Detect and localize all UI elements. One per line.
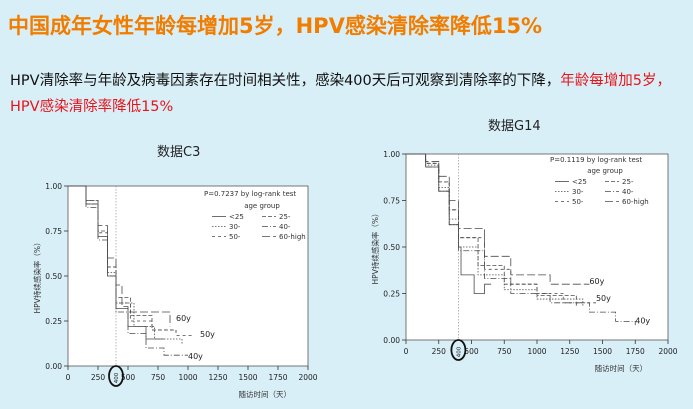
chart-c3-x-axis-label: 随访时间（天）	[239, 389, 292, 399]
chart-c3-y-tick-label: 0.00	[45, 362, 62, 371]
chart-g14-end-label: 40y	[635, 316, 650, 325]
chart-c3-end-label: 40y	[188, 352, 203, 361]
chart-g14-title: 数据G14	[488, 119, 541, 134]
slide-title: 中国成年女性年龄每增加5岁，HPV感染清除率降低15%	[8, 14, 543, 38]
chart-g14-svg: 数据G14 0.00 0.25 0.50 0.75 1.00 0 250 500 750 1000 1…	[370, 119, 678, 373]
chart-c3-legend-entry: <25	[229, 213, 244, 221]
chart-g14-legend-title: age group	[587, 167, 623, 175]
chart-c3-end-label: 60y	[176, 314, 191, 323]
chart-g14-y-tick-label: 0.75	[383, 197, 400, 206]
chart-c3: 数据C3 0.00 0.25 0.50 0.75 1.00 0 250 500 750 1000 12…	[12, 138, 332, 405]
chart-g14-x-tick-label: 2000	[658, 347, 677, 356]
chart-g14-y-tick-label: 0.50	[383, 243, 400, 252]
chart-g14-y-tick-label: 0.00	[383, 336, 400, 345]
chart-c3-x-tick-label: 1500	[238, 373, 257, 382]
chart-c3-legend-title: age group	[244, 202, 280, 210]
chart-c3-marker-label: 400	[114, 372, 120, 383]
chart-g14-x-tick-label: 0	[404, 347, 409, 356]
chart-g14-marker-circle	[450, 339, 467, 361]
chart-c3-plot-area	[67, 185, 309, 367]
chart-g14-series-5	[406, 153, 590, 285]
chart-g14-x-tick-label: 500	[464, 347, 479, 356]
chart-g14-legend-entry: <25	[572, 178, 587, 186]
chart-c3-legend-entry: 50-	[229, 233, 241, 241]
chart-g14-y-tick-label: 0.25	[383, 290, 400, 299]
chart-g14-x-tick-label: 250	[432, 347, 447, 356]
chart-g14-annotation: P=0.1119 by log-rank test	[550, 156, 642, 164]
chart-c3-marker-circle	[108, 365, 124, 387]
chart-g14-y-axis-label: HPV持续感染率（%）	[370, 210, 380, 285]
chart-c3-annotation: P=0.7237 by log-rank test	[204, 190, 296, 198]
chart-c3-x-tick-label: 250	[91, 373, 106, 382]
chart-c3-y-tick-label: 0.75	[45, 227, 62, 236]
chart-c3-series-2	[68, 185, 183, 345]
chart-g14-legend-entry: 50-	[572, 198, 584, 206]
chart-c3-legend-entry: 40-	[279, 223, 291, 231]
chart-g14-series-3	[406, 153, 636, 326]
chart-g14-marker-label: 400	[456, 346, 462, 357]
chart-g14-legend-entry: 40-	[622, 188, 634, 196]
chart-c3-x-tick-label: 1750	[268, 373, 287, 382]
chart-g14-y-tick-label: 1.00	[383, 150, 400, 159]
description-highlight: 年龄每增加5岁，HPV感染清除率降低15%	[10, 73, 671, 115]
chart-c3-y-axis-label: HPV持续感染率（%）	[32, 239, 42, 314]
chart-g14-x-axis-label: 随访时间（天）	[595, 363, 648, 373]
chart-c3-x-tick-label: 750	[151, 373, 166, 382]
chart-g14-end-label: 60y	[589, 277, 604, 286]
chart-c3-series-5	[68, 185, 171, 327]
chart-g14-end-label: 50y	[596, 294, 611, 303]
chart-g14-x-tick-label: 1500	[593, 347, 612, 356]
chart-c3-end-label: 50y	[200, 330, 215, 339]
chart-g14: 数据G14 0.00 0.25 0.50 0.75 1.00 0 250 500 750 1000 1…	[350, 112, 690, 405]
chart-g14-x-tick-label: 1250	[560, 347, 579, 356]
chart-c3-legend-entry: 25-	[279, 213, 291, 221]
chart-g14-x-tick-label: 1000	[527, 347, 546, 356]
chart-c3-y-tick-label: 1.00	[45, 182, 62, 191]
chart-c3-legend-entry: 30-	[229, 223, 241, 231]
chart-c3-x-tick-label: 0	[66, 373, 71, 382]
chart-c3-y-tick-label: 0.50	[45, 272, 62, 281]
chart-c3-y-tick-label: 0.25	[45, 317, 62, 326]
chart-g14-legend-entry: 25-	[622, 178, 634, 186]
chart-c3-x-tick-label: 1250	[208, 373, 227, 382]
chart-c3-title: 数据C3	[157, 145, 200, 160]
description-paragraph: HPV清除率与年龄及病毒因素存在时间相关性，感染400天后可观察到清除率的下降，…	[10, 68, 690, 120]
chart-g14-x-tick-label: 1750	[626, 347, 645, 356]
chart-c3-legend-entry: 60-high	[279, 233, 306, 241]
chart-c3-legend: age group<25 25- 30- 40- 50- 60-high	[212, 202, 306, 241]
chart-c3-x-tick-label: 2000	[298, 373, 317, 382]
chart-g14-legend-entry: 30-	[572, 188, 584, 196]
chart-c3-x-tick-label: 500	[121, 373, 136, 382]
chart-c3-svg: 数据C3 0.00 0.25 0.50 0.75 1.00 0 250 500 750 1000 12…	[32, 145, 318, 399]
chart-g14-x-tick-label: 750	[497, 347, 512, 356]
chart-g14-legend: age group<25 25- 30- 40- 50- 60-high	[555, 167, 649, 206]
chart-g14-legend-entry: 60-high	[622, 198, 649, 206]
chart-c3-x-tick-label: 1000	[178, 373, 197, 382]
description-text: HPV清除率与年龄及病毒因素存在时间相关性，感染400天后可观察到清除率的下降，	[10, 73, 561, 89]
